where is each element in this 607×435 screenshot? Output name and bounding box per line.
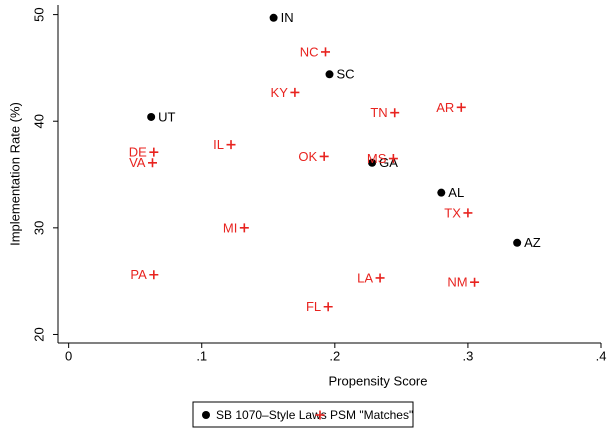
point [368, 158, 377, 167]
x-tick-label: .2 [329, 348, 340, 363]
legend-marker [315, 410, 325, 420]
point-label: AZ [524, 235, 541, 250]
point-label: MI [223, 220, 237, 235]
point [470, 277, 480, 287]
point-label: UT [158, 109, 175, 124]
legend-label: PSM "Matches" [330, 408, 413, 422]
point [290, 87, 300, 97]
y-tick-label: 40 [31, 114, 46, 128]
point-label: PA [130, 267, 147, 282]
point [149, 147, 159, 157]
x-tick-label: .4 [596, 348, 607, 363]
x-axis-title: Propensity Score [329, 373, 428, 388]
point [437, 188, 446, 197]
point-label: OK [298, 149, 317, 164]
point-label: IL [213, 137, 224, 152]
point-label: NM [447, 275, 467, 290]
y-axis-title: Implementation Rate (%) [7, 102, 22, 246]
point-label: TN [370, 105, 387, 120]
point [147, 112, 156, 121]
point-label: FL [306, 299, 321, 314]
legend-box [192, 401, 414, 428]
point [323, 302, 333, 312]
y-tick-label: 20 [31, 327, 46, 341]
x-tick-label: .3 [462, 348, 473, 363]
x-tick-label: .1 [196, 348, 207, 363]
point-label: DE [129, 145, 147, 160]
point [321, 47, 331, 57]
point-label: AL [448, 185, 464, 200]
y-tick-label: 50 [31, 7, 46, 21]
point [325, 70, 334, 79]
legend-marker [202, 411, 210, 419]
point [375, 273, 385, 283]
x-tick-label: 0 [65, 348, 72, 363]
point [226, 140, 236, 150]
point-label: IN [281, 10, 294, 25]
point-label: MS [367, 151, 387, 166]
point-label: TX [444, 205, 461, 220]
point-label: AR [436, 100, 454, 115]
point [147, 158, 157, 168]
y-tick-label: 30 [31, 221, 46, 235]
point [149, 270, 159, 280]
point [390, 108, 400, 118]
point [463, 208, 473, 218]
point-label: SC [337, 67, 355, 82]
point [239, 223, 249, 233]
point-label: VA [129, 155, 146, 170]
point-label: KY [271, 85, 289, 100]
point [388, 154, 398, 164]
point [513, 238, 522, 247]
point-label: LA [357, 270, 373, 285]
point [269, 13, 278, 22]
point-label: NC [300, 44, 319, 59]
point [319, 151, 329, 161]
point [456, 102, 466, 112]
legend-label: SB 1070–Style Laws [216, 408, 327, 422]
